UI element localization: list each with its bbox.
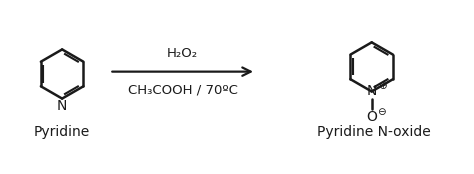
- Text: ⊖: ⊖: [377, 107, 385, 117]
- Text: ⊕: ⊕: [378, 81, 386, 91]
- Text: CH₃COOH / 70ºC: CH₃COOH / 70ºC: [128, 83, 237, 96]
- Text: O: O: [366, 110, 377, 124]
- Text: N: N: [57, 99, 67, 113]
- Text: N: N: [366, 85, 377, 98]
- Text: H₂O₂: H₂O₂: [167, 47, 198, 60]
- Text: Pyridine N-oxide: Pyridine N-oxide: [317, 125, 431, 139]
- Text: Pyridine: Pyridine: [34, 125, 90, 139]
